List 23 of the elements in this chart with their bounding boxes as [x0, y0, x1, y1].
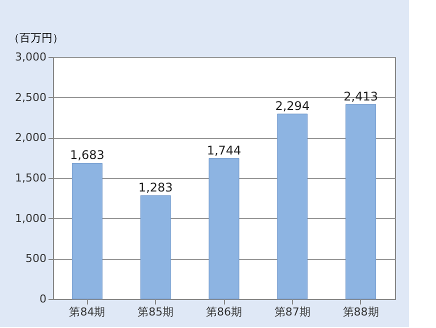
bar — [208, 158, 240, 300]
y-axis-title: （百万円） — [8, 32, 64, 44]
y-tick-label: 0 — [40, 292, 46, 306]
bar — [140, 195, 171, 300]
y-tick-label: 1,500 — [15, 172, 46, 184]
data-label: 1,683 — [70, 148, 104, 162]
bar — [346, 104, 376, 300]
data-label: 2,294 — [275, 98, 310, 113]
x-tick-label: 第85期 — [138, 306, 174, 318]
data-label: 2,413 — [344, 89, 378, 104]
data-label: 1,283 — [138, 180, 173, 195]
y-tick-label: 2,500 — [15, 90, 46, 104]
x-tick-label: 第86期 — [206, 306, 242, 318]
x-tick-label: 第87期 — [274, 306, 310, 318]
y-tick-label: 1,000 — [15, 212, 46, 225]
x-tick-label: 第84期 — [69, 306, 106, 318]
x-tick-label: 第88期 — [342, 306, 379, 318]
data-label: 1,744 — [206, 143, 242, 158]
y-tick-label: 3,000 — [15, 50, 46, 64]
y-tick-label: 500 — [26, 252, 46, 266]
bar — [277, 114, 308, 300]
bar — [72, 162, 102, 300]
y-tick-label: 2,000 — [15, 131, 46, 144]
